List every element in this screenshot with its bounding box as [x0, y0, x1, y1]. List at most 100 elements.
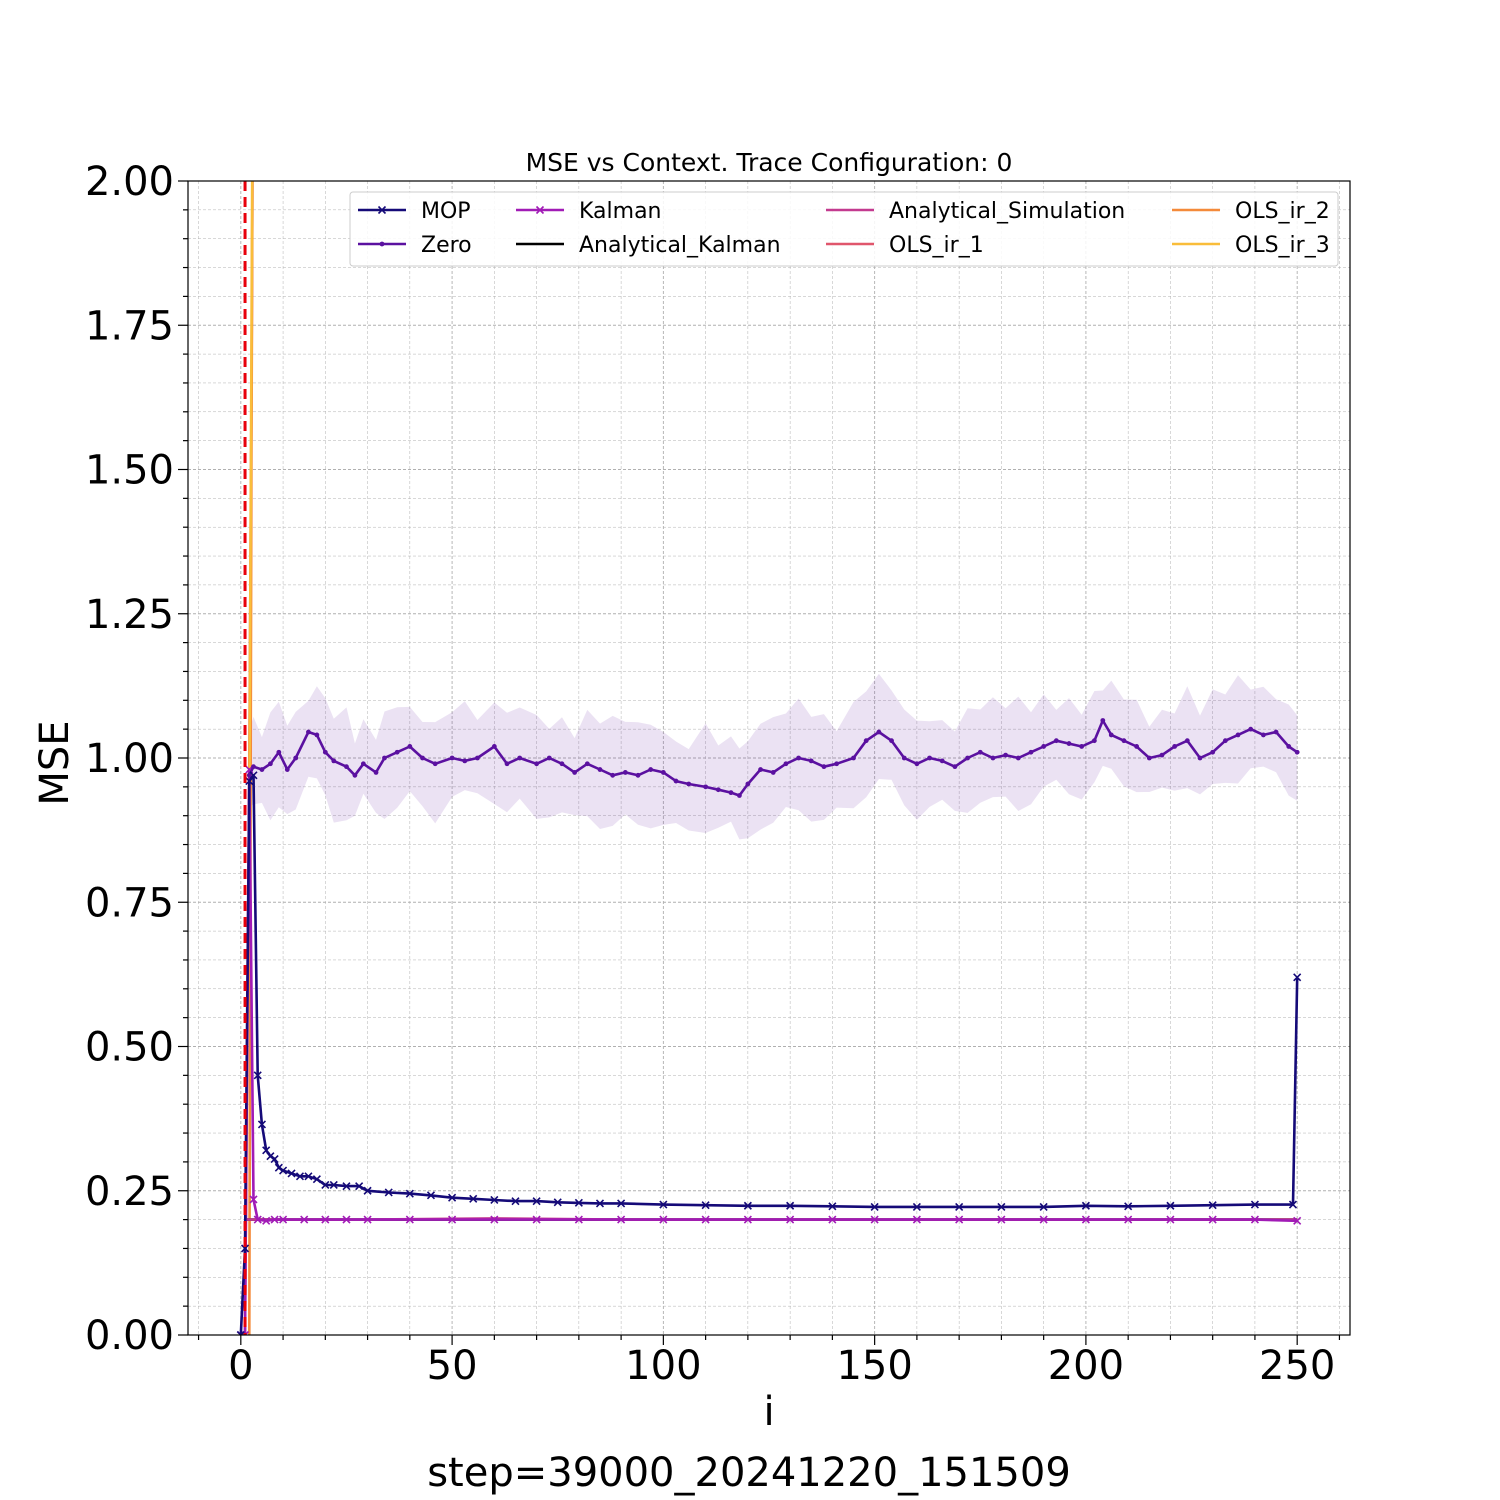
point-zero: [251, 764, 256, 770]
point-kalman: [955, 1215, 964, 1224]
point-zero: [610, 772, 616, 778]
point-zero: [382, 755, 387, 761]
point-zero: [1003, 752, 1009, 758]
point-mop: [426, 1191, 436, 1200]
point-mop: [245, 777, 254, 786]
point-zero: [432, 761, 438, 767]
point-zero: [534, 761, 539, 767]
point-mop: [279, 1166, 288, 1175]
point-kalman: [1081, 1215, 1090, 1224]
point-mop: [1124, 1202, 1133, 1211]
point-kalman: [1293, 1216, 1302, 1225]
point-zero: [1015, 755, 1021, 761]
y-tick-label: 0.00: [85, 1313, 174, 1359]
point-zero: [673, 778, 679, 784]
point-mop: [955, 1202, 964, 1211]
legend-marker: [377, 205, 387, 215]
point-kalman: [279, 1215, 288, 1224]
point-kalman: [1124, 1215, 1133, 1224]
point-zero: [559, 761, 565, 767]
point-mop: [384, 1188, 393, 1197]
y-tick-label: 2.00: [85, 159, 174, 205]
point-zero: [808, 758, 814, 764]
point-mop: [595, 1199, 605, 1208]
legend-box: [349, 191, 1339, 267]
point-kalman: [617, 1215, 626, 1224]
point-zero: [821, 764, 827, 770]
series-line-ols_ir_3: [248, 181, 254, 816]
x-tick-label: 250: [1259, 1343, 1335, 1389]
point-zero: [407, 744, 413, 749]
point-kalman: [1166, 1215, 1175, 1224]
x-tick-label: 100: [625, 1343, 701, 1389]
point-kalman: [1208, 1215, 1217, 1224]
point-zero: [1041, 744, 1047, 749]
point-zero: [914, 761, 920, 767]
point-zero: [504, 761, 510, 767]
point-zero: [259, 767, 265, 772]
point-zero: [1053, 738, 1059, 744]
point-zero: [1121, 738, 1127, 744]
point-kalman: [1250, 1215, 1259, 1224]
point-mop: [249, 771, 258, 780]
y-tick-label: 1.25: [85, 592, 174, 638]
point-mop: [617, 1199, 626, 1208]
point-zero: [322, 749, 328, 755]
point-kalman: [342, 1215, 351, 1224]
point-zero: [597, 767, 603, 772]
legend-label-zero: Zero: [421, 233, 472, 258]
point-zero: [584, 761, 590, 767]
point-zero: [965, 755, 970, 761]
point-kalman: [532, 1215, 541, 1224]
point-kalman: [743, 1215, 752, 1224]
grid-minor: [188, 181, 1350, 1335]
point-mop: [253, 1071, 262, 1080]
point-zero: [1294, 749, 1300, 755]
point-mop: [312, 1175, 321, 1184]
point-zero: [703, 784, 709, 790]
legend-label-mop: MOP: [421, 199, 471, 224]
x-tick-label: 150: [836, 1343, 912, 1389]
point-mop: [532, 1197, 541, 1206]
y-tick-label: 0.75: [85, 880, 174, 926]
y-axis-label: MSE: [32, 720, 78, 805]
point-zero: [462, 758, 468, 764]
point-zero: [267, 761, 273, 767]
point-zero: [851, 755, 856, 761]
y-tick-label: 0.25: [85, 1169, 174, 1215]
chart-title: MSE vs Context. Trace Configuration: 0: [526, 148, 1013, 177]
point-mop: [659, 1200, 668, 1209]
axis-tick-labels: 0 50 100 150 200 250 0.00 0.25 0.50 0.75 1.00 1.25 1…: [85, 159, 1335, 1389]
confidence-bands: [249, 673, 1298, 840]
y-tick-label: 1.75: [85, 303, 174, 349]
legend-label-kalman: Kalman: [579, 199, 662, 224]
point-zero: [901, 755, 907, 761]
point-kalman: [659, 1215, 668, 1224]
point-zero: [1248, 726, 1254, 732]
point-kalman: [448, 1215, 457, 1224]
point-mop: [786, 1201, 795, 1210]
point-zero: [293, 755, 299, 761]
y-tick-label: 1.50: [85, 448, 174, 494]
point-kalman: [363, 1215, 372, 1224]
point-mop: [743, 1201, 752, 1210]
point-zero: [1222, 738, 1228, 744]
point-mop: [553, 1198, 562, 1207]
point-zero: [420, 755, 425, 761]
point-zero: [783, 761, 789, 767]
point-zero: [517, 755, 523, 761]
point-mop: [304, 1172, 313, 1181]
point-zero: [737, 793, 742, 798]
point-zero: [1286, 744, 1292, 749]
point-zero: [939, 758, 945, 764]
point-kalman: [1039, 1215, 1048, 1224]
point-zero: [1159, 752, 1165, 758]
point-kalman: [253, 1215, 262, 1224]
legend-label-analytical_simulation: Analytical_Simulation: [889, 199, 1125, 224]
point-kalman: [490, 1215, 499, 1224]
point-zero: [1184, 738, 1190, 744]
point-kalman: [321, 1215, 330, 1224]
point-kalman: [912, 1215, 921, 1224]
point-zero: [284, 767, 290, 772]
